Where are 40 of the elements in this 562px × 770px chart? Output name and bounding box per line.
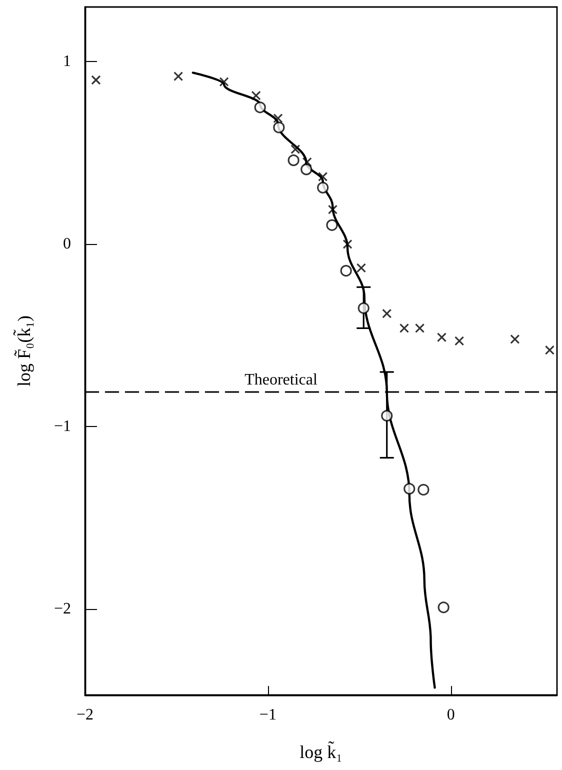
point: [91, 75, 101, 85]
point: [418, 484, 430, 496]
point: [454, 336, 464, 346]
x-axis-title: log k̃₁: [300, 740, 342, 762]
point: [381, 410, 393, 422]
point: [273, 114, 283, 124]
x-tick-label: −2: [76, 706, 94, 724]
point: [288, 154, 300, 166]
point: [399, 323, 410, 333]
point: [317, 182, 329, 194]
point: [251, 90, 261, 100]
ref-line-label: Theoretical: [244, 372, 318, 389]
point: [300, 164, 312, 176]
point: [219, 77, 229, 87]
point: [356, 263, 366, 273]
point: [328, 204, 338, 214]
point: [436, 332, 447, 342]
point: [438, 602, 450, 614]
point: [318, 172, 328, 182]
x-tick-label: −1: [259, 706, 276, 724]
point: [358, 302, 370, 314]
point: [414, 323, 425, 333]
y-tick-label: −1: [54, 418, 71, 436]
point: [326, 219, 338, 231]
point: [290, 144, 300, 154]
y-tick-label: 1: [63, 53, 71, 70]
point: [404, 482, 416, 495]
point: [544, 345, 554, 355]
point: [174, 72, 184, 82]
point: [273, 122, 285, 134]
y-tick-label: 0: [63, 236, 71, 253]
point: [342, 239, 352, 250]
point: [510, 334, 520, 344]
point: [254, 102, 266, 114]
y-tick-label: −2: [54, 600, 71, 618]
y-axis-title: log F̃₀(k̃₁): [12, 315, 34, 387]
point: [340, 264, 352, 276]
x-tick-label: 0: [446, 706, 455, 724]
point: [382, 308, 392, 318]
point: [302, 157, 312, 167]
